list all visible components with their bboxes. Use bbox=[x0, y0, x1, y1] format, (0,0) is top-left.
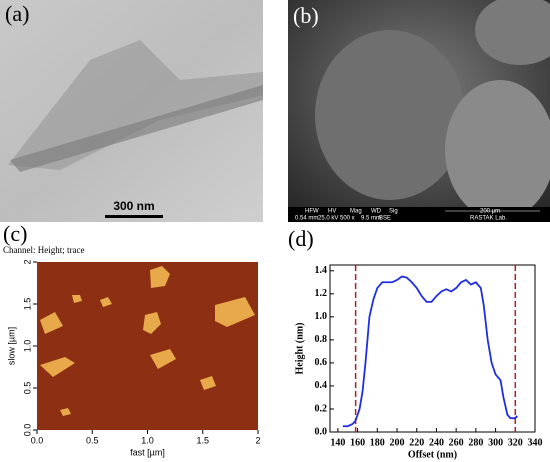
x-tick-label: 280 bbox=[468, 437, 483, 448]
y-tick-label: 0.0 bbox=[22, 424, 32, 437]
scale-text: 300 nm bbox=[113, 199, 154, 213]
panel-label: (b) bbox=[293, 3, 319, 28]
info-value: 500 x bbox=[340, 216, 355, 222]
flake-fold bbox=[10, 85, 263, 172]
info-value: 25.0 kV bbox=[318, 216, 338, 222]
panel-label: (a) bbox=[5, 1, 29, 26]
info-header: HV bbox=[328, 209, 336, 215]
y-tick-label: 1.0 bbox=[315, 311, 328, 322]
x-tick-label: 1.5 bbox=[196, 435, 209, 445]
lab-text: RASTAK Lab. bbox=[470, 216, 507, 222]
x-tick-label: 320 bbox=[508, 437, 523, 448]
y-tick-label: 1.5 bbox=[22, 298, 32, 311]
x-tick-label: 160 bbox=[350, 437, 365, 448]
panel-label: (c) bbox=[3, 221, 27, 246]
x-tick-label: 0.0 bbox=[31, 435, 44, 445]
panel-label: (d) bbox=[288, 226, 314, 251]
x-tick-label: 340 bbox=[528, 437, 543, 448]
x-tick-label: 180 bbox=[370, 437, 385, 448]
x-tick-label: 260 bbox=[449, 437, 464, 448]
x-tick-label: 200 bbox=[390, 437, 405, 448]
channel-text: Channel: Height; trace bbox=[3, 245, 84, 255]
y-tick-label: 1.0 bbox=[22, 340, 32, 353]
x-tick-label: 1.0 bbox=[141, 435, 154, 445]
particle bbox=[475, 0, 550, 65]
particle bbox=[315, 30, 465, 200]
y-tick-label: 0.2 bbox=[315, 403, 328, 414]
data-line bbox=[342, 275, 518, 428]
info-value: 0.54 mm bbox=[295, 216, 318, 222]
y-tick-label: 0.5 bbox=[22, 382, 32, 395]
plot-frame bbox=[329, 264, 536, 433]
y-axis-label: slow [µm] bbox=[6, 327, 16, 365]
y-tick-label: 0.0 bbox=[315, 426, 328, 437]
x-tick-label: 0.5 bbox=[86, 435, 99, 445]
info-header: HFW bbox=[305, 209, 319, 215]
afm-flakes bbox=[40, 266, 255, 416]
info-header: Mag bbox=[350, 209, 362, 215]
y-tick-label: 0.4 bbox=[315, 380, 328, 391]
sem-scale-text: 200 µm bbox=[480, 209, 500, 215]
x-axis-label: Offset (nm) bbox=[408, 449, 457, 460]
x-tick-label: 220 bbox=[409, 437, 424, 448]
x-axis-label: fast [µm] bbox=[130, 447, 165, 457]
y-tick-label: 0.6 bbox=[315, 357, 328, 368]
x-tick-label: 240 bbox=[429, 437, 444, 448]
info-value: 9.5 mm bbox=[361, 216, 381, 222]
info-header: Sig bbox=[389, 209, 398, 215]
y-tick-label: 1.2 bbox=[315, 288, 328, 299]
afm-image bbox=[37, 262, 258, 430]
info-value: BSE bbox=[379, 216, 391, 222]
x-tick-label: 2 bbox=[255, 435, 260, 445]
x-tick-label: 300 bbox=[488, 437, 503, 448]
scale-bar bbox=[105, 215, 163, 218]
y-tick-label: 0.8 bbox=[315, 334, 328, 345]
flake bbox=[8, 40, 263, 170]
particle bbox=[445, 80, 550, 220]
info-header: WD bbox=[371, 209, 382, 215]
y-tick-label: 1.4 bbox=[315, 265, 328, 276]
x-tick-label: 140 bbox=[330, 437, 345, 448]
y-axis-label: Height (nm) bbox=[294, 323, 305, 375]
y-tick-label: 2 bbox=[22, 259, 32, 264]
